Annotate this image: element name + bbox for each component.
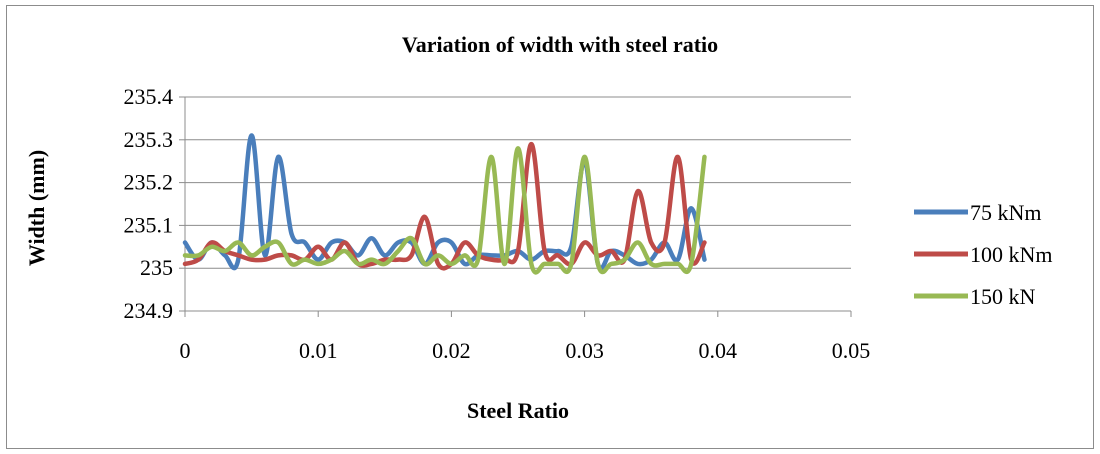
series-line-150-kn xyxy=(182,146,707,275)
y-tick-label: 235.1 xyxy=(124,212,174,237)
series-lines xyxy=(182,133,707,275)
x-tick-labels: 0 0.01 0.02 0.03 0.04 0.05 xyxy=(180,338,871,363)
x-tick-label: 0.02 xyxy=(432,338,471,363)
chart-frame xyxy=(6,5,1094,449)
gridlines xyxy=(185,96,851,269)
x-tick-label: 0.04 xyxy=(699,338,738,363)
y-tick-label: 235.4 xyxy=(124,84,174,109)
y-tick-label: 235.2 xyxy=(124,170,174,195)
legend: 75 kNm 100 kNm 150 kN xyxy=(914,200,1053,309)
y-tick-label: 235.3 xyxy=(124,127,174,152)
y-axis-title: Width (mm) xyxy=(24,150,49,266)
x-tick-label: 0.01 xyxy=(299,338,338,363)
axes xyxy=(179,96,852,317)
legend-label-150-kn: 150 kN xyxy=(970,284,1036,309)
y-tick-label: 234.9 xyxy=(124,298,174,323)
x-axis-title: Steel Ratio xyxy=(467,398,569,423)
y-tick-labels: 234.9 235 235.1 235.2 235.3 235.4 xyxy=(124,84,174,323)
chart-title: Variation of width with steel ratio xyxy=(402,32,718,57)
x-tick-label: 0 xyxy=(180,338,191,363)
legend-label-100-knm: 100 kNm xyxy=(970,242,1053,267)
x-tick-label: 0.03 xyxy=(565,338,604,363)
legend-label-75-knm: 75 kNm xyxy=(970,200,1042,225)
x-tick-label: 0.05 xyxy=(832,338,871,363)
y-tick-label: 235 xyxy=(140,255,173,280)
